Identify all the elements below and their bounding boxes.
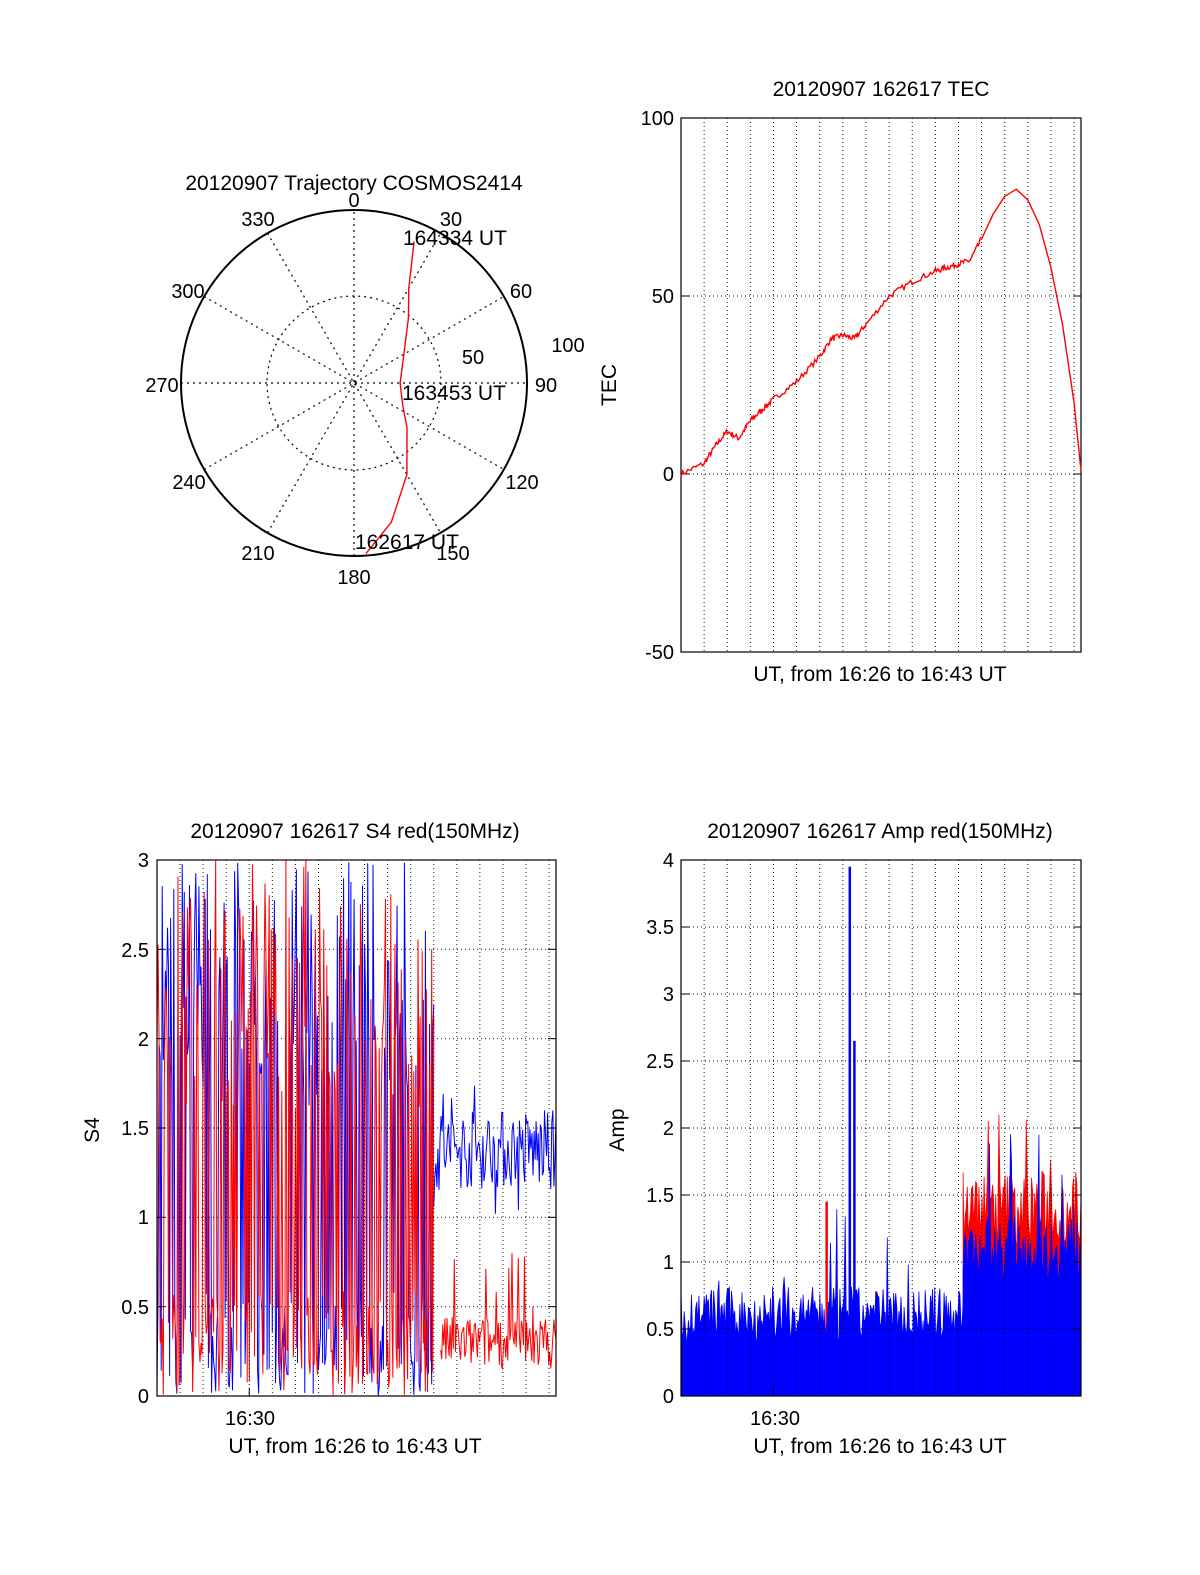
amp-ytick-label: 1 bbox=[663, 1252, 674, 1274]
tec-ytick-label: 50 bbox=[652, 286, 674, 308]
tec-yticks bbox=[681, 117, 1081, 653]
s4-grid bbox=[157, 860, 556, 1396]
amp-ytick-label: 0.5 bbox=[646, 1319, 674, 1341]
polar-angle-label: 180 bbox=[337, 567, 370, 589]
polar-spoke bbox=[266, 232, 442, 534]
polar-angle-label: 90 bbox=[535, 375, 557, 397]
s4-ylabel: S4 bbox=[81, 1117, 104, 1143]
polar-annotation: 163453 UT bbox=[402, 382, 506, 405]
series-line bbox=[433, 1085, 557, 1214]
s4-title: 20120907 162617 S4 red(150MHz) bbox=[190, 820, 519, 843]
tec-grid bbox=[681, 118, 1081, 652]
polar-angle-label: 330 bbox=[241, 209, 274, 231]
polar-spoke bbox=[266, 232, 442, 534]
s4-ytick-label: 3 bbox=[138, 850, 149, 872]
s4-panel: 20120907 162617 S4 red(150MHz) 0 0.5 1 1… bbox=[81, 820, 557, 1458]
s4-ytick-label: 1 bbox=[138, 1207, 149, 1229]
polar-title: 20120907 Trajectory COSMOS2414 bbox=[185, 172, 523, 195]
amp-ytick-label: 0 bbox=[663, 1386, 674, 1408]
s4-ytick-label: 1.5 bbox=[121, 1118, 149, 1140]
polar-radial-label: 50 bbox=[462, 347, 484, 369]
polar-grid bbox=[181, 210, 527, 556]
polar-spoke bbox=[203, 295, 505, 471]
amp-grid bbox=[681, 860, 1081, 1396]
series-line bbox=[440, 1252, 557, 1371]
amp-ytick-label: 3 bbox=[663, 984, 674, 1006]
s4-xlabel: UT, from 16:26 to 16:43 UT bbox=[228, 1435, 481, 1458]
amp-ytick-label: 1.5 bbox=[646, 1185, 674, 1207]
polar-spoke bbox=[203, 295, 505, 471]
polar-panel: 20120907 Trajectory COSMOS2414 0 30 60 9… bbox=[145, 172, 584, 589]
s4-ytick-label: 2 bbox=[138, 1029, 149, 1051]
tec-ylabel: TEC bbox=[598, 364, 621, 406]
polar-angle-label: 240 bbox=[172, 472, 205, 494]
amp-yticks bbox=[681, 859, 1081, 1397]
amp-xtick-label: 16:30 bbox=[750, 1408, 800, 1430]
polar-inner-circle bbox=[266, 295, 442, 471]
amp-panel: 20120907 162617 Amp red(150MHz) 0 0.5 1 … bbox=[606, 820, 1082, 1458]
s4-ytick-label: 0 bbox=[138, 1386, 149, 1408]
polar-radial-label: 100 bbox=[551, 335, 584, 357]
amp-ytick-label: 2 bbox=[663, 1118, 674, 1140]
polar-annotation: 162617 UT bbox=[355, 531, 459, 554]
s4-yticks bbox=[157, 859, 556, 1397]
polar-trajectory-line bbox=[365, 241, 415, 555]
polar-angle-label: 300 bbox=[171, 281, 204, 303]
amp-xlabel: UT, from 16:26 to 16:43 UT bbox=[753, 1435, 1006, 1458]
tec-xlabel: UT, from 16:26 to 16:43 UT bbox=[753, 663, 1006, 686]
amp-ytick-label: 3.5 bbox=[646, 917, 674, 939]
tec-ytick-label: 0 bbox=[663, 464, 674, 486]
polar-annotation: 164334 UT bbox=[403, 227, 507, 250]
amp-ytick-label: 4 bbox=[663, 850, 674, 872]
amp-ytick-label: 2.5 bbox=[646, 1051, 674, 1073]
polar-angle-label: 30 bbox=[440, 209, 462, 231]
s4-xtick-label: 16:30 bbox=[225, 1408, 275, 1430]
series-area bbox=[962, 1134, 1082, 1397]
tec-panel: 20120907 162617 TEC -50 0 50 100 TEC UT,… bbox=[598, 78, 1082, 686]
s4-ytick-label: 2.5 bbox=[121, 940, 149, 962]
tec-title: 20120907 162617 TEC bbox=[773, 78, 990, 101]
polar-angle-label: 60 bbox=[510, 281, 532, 303]
s4-series bbox=[156, 860, 557, 1396]
amp-title: 20120907 162617 Amp red(150MHz) bbox=[707, 820, 1053, 843]
tec-ytick-label: 100 bbox=[641, 108, 674, 130]
tec-plot-frame bbox=[680, 117, 1082, 653]
polar-angle-label: 270 bbox=[145, 375, 178, 397]
s4-ytick-label: 0.5 bbox=[121, 1297, 149, 1319]
polar-angle-label: 0 bbox=[348, 190, 359, 212]
polar-outer-circle bbox=[180, 209, 528, 557]
tec-ytick-label: -50 bbox=[645, 642, 674, 664]
amp-ylabel: Amp bbox=[606, 1108, 629, 1151]
polar-angle-label: 150 bbox=[436, 543, 469, 565]
series-area bbox=[680, 1209, 964, 1397]
polar-angle-label: 210 bbox=[241, 543, 274, 565]
polar-angle-label: 120 bbox=[505, 472, 538, 494]
tec-line bbox=[680, 188, 1082, 477]
amp-series bbox=[680, 866, 1082, 1397]
